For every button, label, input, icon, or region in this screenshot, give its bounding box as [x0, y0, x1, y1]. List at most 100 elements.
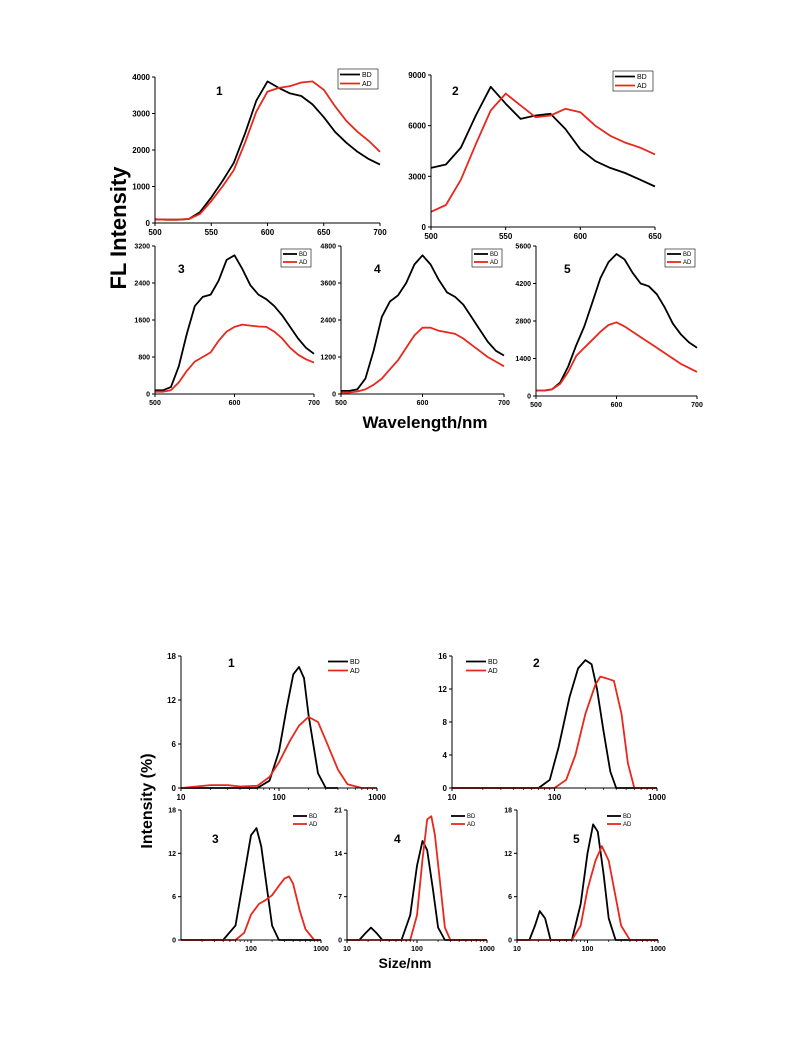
y-tick-label: 2000	[132, 146, 150, 155]
series-line-ad	[347, 815, 487, 941]
x-tick-label: 500	[530, 402, 542, 409]
panel-label: 3	[178, 262, 185, 276]
chart-panel-dls4: 10 100 1000 0 7 14 21 4 BD AD	[334, 808, 495, 954]
y-tick-label: 0	[527, 394, 531, 401]
y-tick-label: 0	[422, 223, 427, 232]
legend-label-ad: AD	[309, 822, 318, 828]
x-tick-label: 10	[448, 793, 457, 802]
y-tick-label: 0	[146, 219, 151, 228]
chart-panel-fl5: 500 600 700 0 1400 2800 4200 5600 5 BD AD	[515, 244, 703, 410]
x-tick-label: 600	[611, 402, 623, 409]
y-tick-label: 6	[172, 894, 176, 901]
legend: BD AD	[328, 659, 360, 675]
y-tick-label: 6	[508, 894, 512, 901]
series-line-ad	[181, 875, 321, 941]
y-tick-label: 2400	[320, 318, 336, 325]
series-line-bd	[155, 254, 315, 392]
x-tick-label: 1000	[650, 946, 666, 953]
y-tick-label: 0	[338, 938, 342, 945]
y-tick-label: 0	[172, 784, 177, 793]
panel-label: 2	[452, 84, 459, 98]
y-tick-label: 16	[438, 652, 447, 661]
x-tick-label: 10	[343, 946, 351, 953]
x-tick-label: 700	[308, 400, 320, 407]
series-line-ad	[517, 845, 658, 941]
y-tick-label: 3600	[320, 281, 336, 288]
legend-label-bd: BD	[683, 252, 692, 258]
x-tick-label: 100	[582, 946, 594, 953]
x-tick-label: 600	[229, 400, 241, 407]
y-tick-label: 12	[438, 685, 447, 694]
series-line-ad	[430, 92, 656, 213]
x-tick-label: 1000	[479, 946, 495, 953]
y-tick-label: 7	[338, 894, 342, 901]
y-tick-label: 12	[504, 851, 512, 858]
x-tick-label: 1000	[368, 793, 386, 802]
x-tick-label: 700	[498, 400, 510, 407]
series-line-bd	[517, 823, 658, 941]
panel-label: 4	[374, 262, 381, 276]
legend-label-bd: BD	[490, 252, 499, 258]
legend: BD AD	[337, 68, 379, 90]
y-tick-label: 8	[443, 718, 448, 727]
y-tick-label: 4000	[132, 73, 150, 82]
legend-label-ad: AD	[362, 81, 372, 88]
y-tick-label: 1600	[134, 318, 150, 325]
legend-label-bd: BD	[623, 814, 632, 820]
y-tick-label: 0	[146, 392, 150, 399]
legend: BD AD	[451, 814, 476, 828]
legend-label-bd: BD	[362, 72, 372, 79]
x-tick-label: 1000	[648, 793, 666, 802]
legend-box	[337, 68, 379, 90]
chart-panel-fl4: 500 600 700 0 1200 2400 3600 4800 4 BD AD	[320, 244, 510, 408]
y-tick-label: 14	[334, 851, 342, 858]
legend: BD AD	[607, 814, 632, 828]
y-tick-label: 0	[172, 938, 176, 945]
x-tick-label: 550	[499, 232, 513, 241]
x-tick-label: 10	[513, 946, 521, 953]
size-xlabel: Size/nm	[379, 955, 432, 971]
y-tick-label: 2400	[134, 281, 150, 288]
y-tick-label: 6000	[408, 122, 426, 131]
x-tick-label: 100	[548, 793, 562, 802]
series-line-ad	[341, 326, 505, 394]
y-tick-label: 3200	[134, 244, 150, 251]
chart-panel-dls3: 100 1000 0 6 12 18 3 BD AD	[168, 808, 329, 954]
y-tick-label: 5600	[515, 244, 531, 251]
legend-box	[612, 70, 654, 92]
legend: BD AD	[280, 248, 312, 268]
series-line-bd	[181, 827, 321, 941]
legend-label-ad: AD	[299, 260, 308, 266]
y-tick-label: 1200	[320, 355, 336, 362]
y-tick-label: 4200	[515, 281, 531, 288]
legend-label-ad: AD	[467, 822, 476, 828]
x-tick-label: 600	[417, 400, 429, 407]
legend-label-ad: AD	[623, 822, 632, 828]
panel-label: 2	[533, 656, 540, 670]
panel-label: 5	[573, 832, 580, 846]
x-tick-label: 100	[272, 793, 286, 802]
series-line-bd	[536, 253, 698, 392]
series-line-ad	[154, 80, 381, 221]
series-line-bd	[430, 85, 656, 188]
legend-label-ad: AD	[350, 668, 360, 675]
series-line-ad	[180, 716, 377, 789]
legend: BD AD	[664, 248, 696, 268]
series-line-bd	[347, 840, 487, 941]
legend-label-bd: BD	[309, 814, 318, 820]
x-tick-label: 650	[317, 228, 331, 237]
series-line-bd	[181, 666, 338, 789]
y-tick-label: 3000	[132, 110, 150, 119]
series-line-bd	[154, 80, 381, 221]
chart-panel-fl2: 500 550 600 650 0 3000 6000 9000 2 BD AD	[408, 70, 662, 241]
legend-label-ad: AD	[488, 668, 498, 675]
panel-label: 3	[212, 832, 219, 846]
x-tick-label: 500	[335, 400, 347, 407]
chart-panel-dls5: 10 100 1000 0 6 12 18 5 BD AD	[504, 808, 666, 954]
y-tick-label: 6	[172, 740, 177, 749]
y-tick-label: 0	[332, 392, 336, 399]
panel-label: 5	[564, 262, 571, 276]
y-tick-label: 18	[504, 808, 512, 815]
y-tick-label: 1400	[515, 356, 531, 363]
